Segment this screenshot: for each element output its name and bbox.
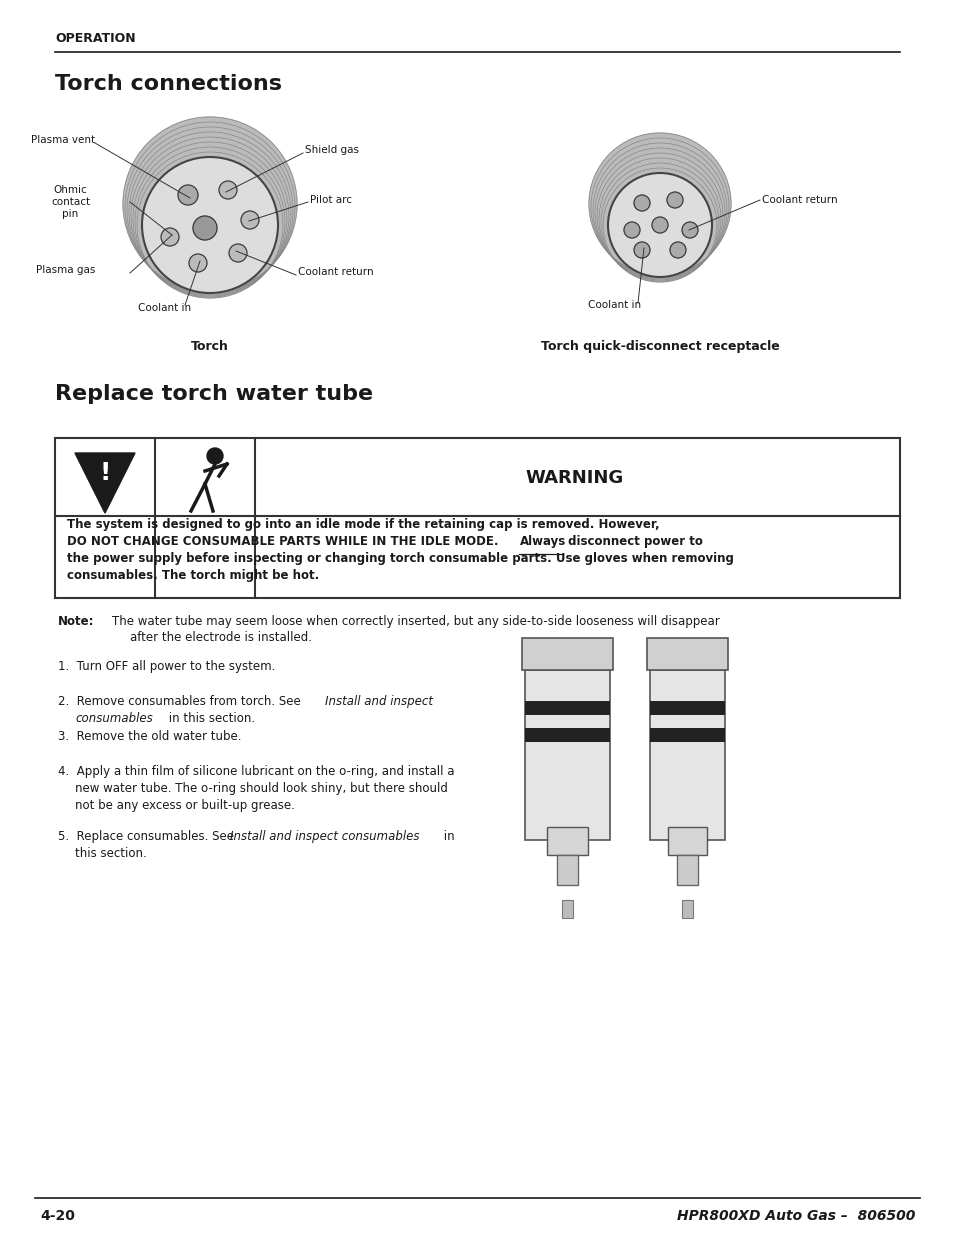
Circle shape — [193, 216, 216, 240]
Bar — [546, 827, 587, 855]
Text: Note:: Note: — [58, 615, 94, 629]
Text: Plasma gas: Plasma gas — [35, 266, 95, 275]
Circle shape — [607, 173, 711, 277]
Circle shape — [669, 242, 685, 258]
Text: OPERATION: OPERATION — [55, 32, 135, 44]
Text: Shield gas: Shield gas — [305, 144, 358, 156]
Text: 4-20: 4-20 — [40, 1209, 74, 1223]
Circle shape — [590, 138, 728, 275]
Text: Torch: Torch — [191, 340, 229, 353]
Text: Replace torch water tube: Replace torch water tube — [55, 384, 373, 404]
Bar — [649, 671, 724, 840]
Text: HPR800XD Auto Gas –  806500: HPR800XD Auto Gas – 806500 — [676, 1209, 914, 1223]
Circle shape — [161, 228, 179, 246]
Text: 5.  Replace consumables. See: 5. Replace consumables. See — [58, 830, 237, 844]
Text: The system is designed to go into an idle mode if the retaining cap is removed. : The system is designed to go into an idl… — [67, 517, 659, 531]
Bar — [524, 727, 609, 742]
Circle shape — [593, 143, 726, 277]
Text: consumables. The torch might be hot.: consumables. The torch might be hot. — [67, 569, 319, 582]
Circle shape — [207, 448, 223, 464]
Bar — [521, 638, 613, 671]
Text: Always: Always — [519, 535, 566, 548]
Circle shape — [219, 182, 236, 199]
Bar — [524, 671, 609, 840]
Text: new water tube. The o-ring should look shiny, but there should: new water tube. The o-ring should look s… — [75, 782, 447, 795]
Text: this section.: this section. — [75, 847, 147, 860]
Circle shape — [241, 211, 258, 228]
Circle shape — [229, 245, 247, 262]
Circle shape — [142, 157, 277, 293]
Bar — [524, 701, 609, 715]
Text: Torch quick-disconnect receptacle: Torch quick-disconnect receptacle — [540, 340, 779, 353]
Text: the power supply before inspecting or changing torch consumable parts. Use glove: the power supply before inspecting or ch… — [67, 552, 733, 564]
Text: Torch connections: Torch connections — [55, 74, 282, 94]
Bar — [561, 900, 573, 918]
Circle shape — [681, 222, 698, 238]
Text: consumables: consumables — [75, 713, 152, 725]
Bar — [55, 438, 899, 598]
Bar — [646, 638, 727, 671]
Text: DO NOT CHANGE CONSUMABLE PARTS WHILE IN THE IDLE MODE.: DO NOT CHANGE CONSUMABLE PARTS WHILE IN … — [67, 535, 498, 548]
Bar — [677, 855, 698, 885]
Circle shape — [125, 122, 294, 291]
Text: Install and inspect: Install and inspect — [325, 695, 433, 708]
Circle shape — [189, 254, 207, 272]
Text: WARNING: WARNING — [525, 469, 623, 487]
Text: not be any excess or built-up grease.: not be any excess or built-up grease. — [75, 799, 294, 811]
Circle shape — [137, 152, 283, 298]
Circle shape — [123, 117, 296, 291]
Circle shape — [600, 163, 719, 282]
Text: 2.  Remove consumables from torch. See: 2. Remove consumables from torch. See — [58, 695, 304, 708]
Bar — [649, 727, 724, 742]
Text: in: in — [439, 830, 455, 844]
Circle shape — [132, 142, 287, 296]
Polygon shape — [75, 453, 135, 513]
Circle shape — [602, 168, 717, 282]
Circle shape — [131, 137, 289, 295]
Text: after the electrode is installed.: after the electrode is installed. — [130, 631, 312, 643]
Circle shape — [634, 195, 649, 211]
Circle shape — [623, 222, 639, 238]
Text: Coolant in: Coolant in — [588, 300, 640, 310]
Text: The water tube may seem loose when correctly inserted, but any side-to-side loos: The water tube may seem loose when corre… — [112, 615, 719, 629]
Text: !: ! — [99, 461, 111, 485]
Circle shape — [127, 127, 293, 293]
Circle shape — [135, 147, 285, 296]
Text: Install and inspect consumables: Install and inspect consumables — [230, 830, 419, 844]
Text: Pilot arc: Pilot arc — [310, 195, 352, 205]
Bar — [557, 855, 578, 885]
Circle shape — [598, 158, 720, 280]
Text: Coolant return: Coolant return — [761, 195, 837, 205]
Text: 1.  Turn OFF all power to the system.: 1. Turn OFF all power to the system. — [58, 659, 275, 673]
Circle shape — [597, 153, 722, 279]
Circle shape — [634, 242, 649, 258]
Circle shape — [178, 185, 198, 205]
Circle shape — [588, 133, 730, 275]
Text: in this section.: in this section. — [165, 713, 254, 725]
Circle shape — [651, 217, 667, 233]
Circle shape — [129, 132, 291, 294]
Text: Coolant in: Coolant in — [138, 303, 192, 312]
Text: Plasma vent: Plasma vent — [30, 135, 95, 144]
Text: disconnect power to: disconnect power to — [563, 535, 702, 548]
Text: 4.  Apply a thin film of silicone lubricant on the o-ring, and install a: 4. Apply a thin film of silicone lubrica… — [58, 764, 454, 778]
Bar — [649, 701, 724, 715]
Text: Coolant return: Coolant return — [297, 267, 374, 277]
Circle shape — [595, 148, 724, 278]
Text: Ohmic
contact
pin: Ohmic contact pin — [51, 185, 90, 219]
Bar — [681, 900, 692, 918]
Text: 3.  Remove the old water tube.: 3. Remove the old water tube. — [58, 730, 241, 743]
Circle shape — [666, 191, 682, 207]
Bar — [667, 827, 706, 855]
